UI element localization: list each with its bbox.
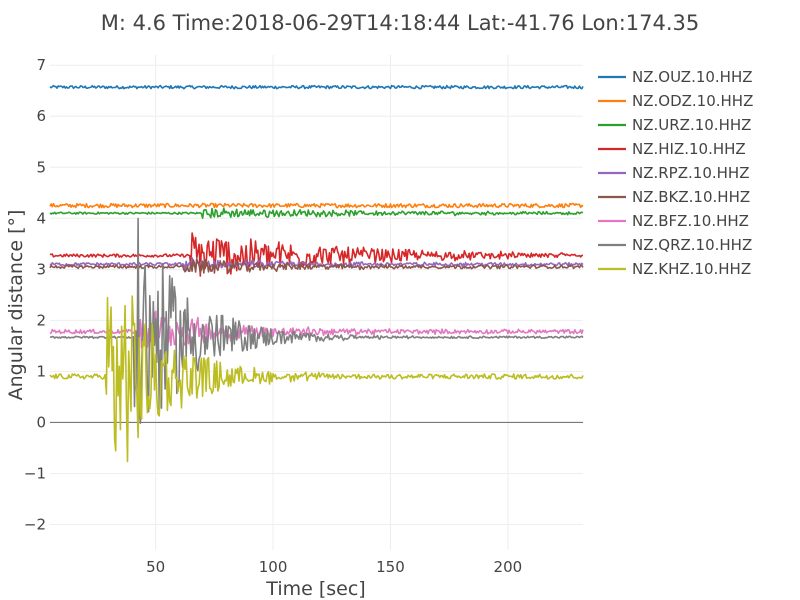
y-tick-label: 3 <box>36 260 46 278</box>
trace-nz-bfz-10-hhz <box>49 310 584 350</box>
y-tick-label: 0 <box>36 413 46 431</box>
legend-item[interactable]: NZ.QRZ.10.HHZ <box>598 236 752 254</box>
trace-nz-khz-10-hhz <box>49 295 584 463</box>
chart-title: M: 4.6 Time:2018-06-29T14:18:44 Lat:-41.… <box>101 11 700 35</box>
legend-item[interactable]: NZ.HIZ.10.HHZ <box>598 140 746 158</box>
legend-item[interactable]: NZ.BKZ.10.HHZ <box>598 188 750 206</box>
y-tick-label: 4 <box>36 209 46 227</box>
grid <box>50 55 583 550</box>
legend-label: NZ.BKZ.10.HHZ <box>632 188 750 206</box>
legend-item[interactable]: NZ.BFZ.10.HHZ <box>598 212 749 230</box>
y-tick-label: 2 <box>36 311 46 329</box>
legend-item[interactable]: NZ.RPZ.10.HHZ <box>598 164 749 182</box>
legend[interactable]: NZ.OUZ.10.HHZ NZ.ODZ.10.HHZ NZ.URZ.10.HHZ N… <box>598 68 753 278</box>
legend-label: NZ.KHZ.10.HHZ <box>632 260 751 278</box>
legend-label: NZ.RPZ.10.HHZ <box>632 164 749 182</box>
legend-item[interactable]: NZ.ODZ.10.HHZ <box>598 92 753 110</box>
y-tick-label: 7 <box>36 56 46 74</box>
trace-nz-urz-10-hhz <box>49 207 584 219</box>
x-axis-ticks: 50 100 150 200 <box>146 558 522 576</box>
legend-label: NZ.URZ.10.HHZ <box>632 116 751 134</box>
plot-area <box>49 84 584 463</box>
x-tick-label: 100 <box>259 558 288 576</box>
x-tick-label: 50 <box>146 558 165 576</box>
trace-nz-odz-10-hhz <box>49 202 584 209</box>
y-tick-label: −1 <box>24 464 46 482</box>
legend-item[interactable]: NZ.URZ.10.HHZ <box>598 116 751 134</box>
y-axis-title: Angular distance [°] <box>5 210 27 401</box>
legend-label: NZ.BFZ.10.HHZ <box>632 212 749 230</box>
legend-item[interactable]: NZ.OUZ.10.HHZ <box>598 68 753 86</box>
y-tick-label: 1 <box>36 362 46 380</box>
x-tick-label: 150 <box>376 558 405 576</box>
legend-item[interactable]: NZ.KHZ.10.HHZ <box>598 260 751 278</box>
legend-label: NZ.QRZ.10.HHZ <box>632 236 752 254</box>
y-tick-label: 5 <box>36 158 46 176</box>
legend-label: NZ.OUZ.10.HHZ <box>632 68 753 86</box>
trace-nz-ouz-10-hhz <box>49 84 584 90</box>
legend-label: NZ.ODZ.10.HHZ <box>632 92 753 110</box>
y-tick-label: 6 <box>36 107 46 125</box>
y-tick-label: −2 <box>24 515 46 533</box>
x-tick-label: 200 <box>494 558 523 576</box>
y-axis-ticks: −2 −1 0 1 2 3 4 5 6 7 <box>24 56 46 533</box>
legend-label: NZ.HIZ.10.HHZ <box>632 140 746 158</box>
x-axis-title: Time [sec] <box>265 578 365 600</box>
